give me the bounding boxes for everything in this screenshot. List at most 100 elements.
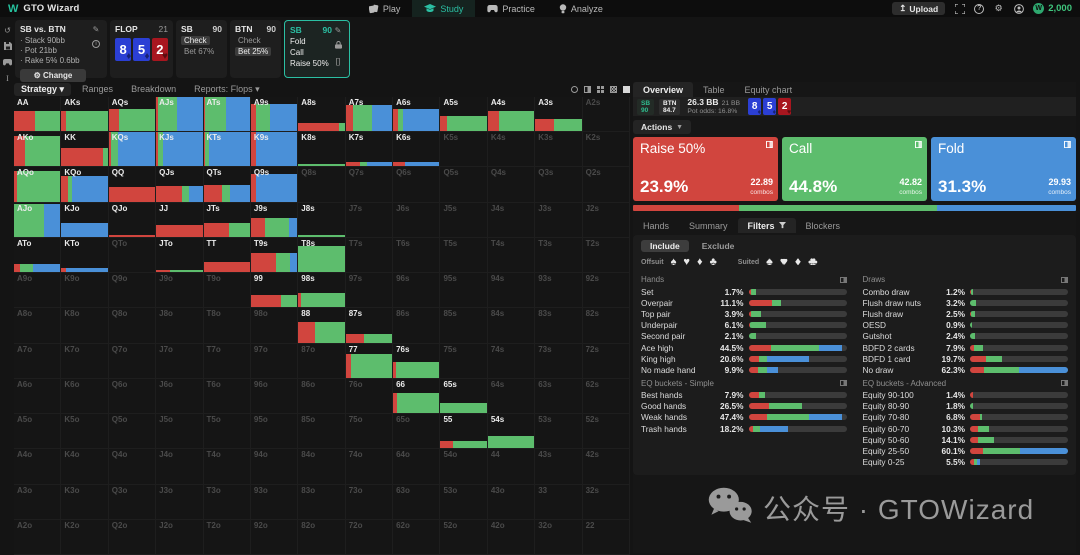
node-box-sb-0[interactable]: SB 90 Check Bet 67% bbox=[176, 20, 227, 78]
matrix-cell-Q7s[interactable]: Q7s bbox=[345, 167, 394, 203]
filter-row-equity-25-50[interactable]: Equity 25-50 60.1% bbox=[863, 445, 1068, 456]
matrix-cell-K3s[interactable]: K3s bbox=[535, 132, 583, 168]
matrix-cell-Q9o[interactable]: Q9o bbox=[108, 273, 157, 309]
matrix-cell-K3o[interactable]: K3o bbox=[61, 484, 109, 520]
matrix-cell-82s[interactable]: 82s bbox=[582, 308, 630, 344]
filter-row-equity-60-70[interactable]: Equity 60-70 10.3% bbox=[863, 423, 1068, 434]
tab-reports-flops[interactable]: Reports: Flops ▾ bbox=[194, 83, 260, 94]
matrix-cell-KJo[interactable]: KJo bbox=[61, 202, 109, 238]
subtab-blockers[interactable]: Blockers bbox=[805, 220, 841, 231]
nav-practice[interactable]: Practice bbox=[475, 0, 547, 17]
matrix-cell-52o[interactable]: 52o bbox=[440, 519, 488, 555]
copy-range-icon[interactable] bbox=[766, 141, 773, 148]
filter-row-best-hands[interactable]: Best hands 7.9% bbox=[641, 390, 847, 401]
matrix-cell-T4s[interactable]: T4s bbox=[487, 237, 536, 274]
matrix-cell-Q4o[interactable]: Q4o bbox=[108, 449, 157, 485]
matrix-cell-T6s[interactable]: T6s bbox=[393, 237, 441, 274]
matrix-cell-J5s[interactable]: J5s bbox=[440, 202, 488, 238]
matrix-cell-62o[interactable]: 62o bbox=[393, 519, 441, 555]
matrix-cell-99[interactable]: 99 bbox=[250, 273, 299, 309]
matrix-cell-54s[interactable]: 54s bbox=[487, 414, 536, 450]
tab-breakdown[interactable]: Breakdown bbox=[131, 84, 177, 94]
matrix-cell-ATo[interactable]: ATo bbox=[14, 237, 62, 274]
matrix-cell-63s[interactable]: 63s bbox=[535, 378, 583, 415]
history-icon[interactable]: ↺ bbox=[4, 26, 11, 35]
matrix-cell-42s[interactable]: 42s bbox=[582, 449, 630, 485]
matrix-cell-TT[interactable]: TT bbox=[203, 237, 251, 274]
matrix-cell-96s[interactable]: 96s bbox=[393, 273, 441, 309]
matrix-cell-A7s[interactable]: A7s bbox=[345, 97, 394, 133]
matrix-cell-K8s[interactable]: K8s bbox=[298, 132, 346, 168]
matrix-cell-T4o[interactable]: T4o bbox=[203, 449, 251, 485]
matrix-cell-76o[interactable]: 76o bbox=[345, 378, 394, 415]
matrix-cell-98o[interactable]: 98o bbox=[250, 308, 299, 344]
include-button[interactable]: Include bbox=[641, 240, 689, 252]
matrix-cell-86s[interactable]: 86s bbox=[393, 308, 441, 344]
tab-overview[interactable]: Overview bbox=[633, 82, 694, 97]
matrix-cell-A9o[interactable]: A9o bbox=[14, 273, 62, 309]
save-icon[interactable] bbox=[3, 42, 12, 52]
matrix-cell-94s[interactable]: 94s bbox=[487, 273, 536, 309]
node-action[interactable]: Bet 67% bbox=[184, 47, 215, 56]
node-box-btn-1[interactable]: BTN 90 Check Bet 25% bbox=[230, 20, 281, 78]
tab-ranges[interactable]: Ranges bbox=[82, 84, 114, 94]
matrix-cell-A5s[interactable]: A5s bbox=[440, 97, 488, 133]
matrix-cell-KQo[interactable]: KQo bbox=[61, 167, 109, 203]
grid-large-icon[interactable] bbox=[623, 85, 630, 93]
matrix-cell-53s[interactable]: 53s bbox=[535, 414, 583, 450]
section-toggle-icon[interactable] bbox=[1061, 276, 1068, 283]
filter-row-equity-70-80[interactable]: Equity 70-80 6.8% bbox=[863, 412, 1068, 423]
matrix-cell-AKs[interactable]: AKs bbox=[61, 97, 109, 133]
matrix-cell-Q3o[interactable]: Q3o bbox=[108, 484, 157, 520]
matrix-cell-QJs[interactable]: QJs bbox=[156, 167, 204, 203]
filter-row-flush-draw-nuts[interactable]: Flush draw nuts 3.2% bbox=[863, 297, 1068, 308]
matrix-cell-92o[interactable]: 92o bbox=[250, 519, 299, 555]
matrix-cell-75o[interactable]: 75o bbox=[345, 414, 394, 450]
matrix-cell-J4s[interactable]: J4s bbox=[487, 202, 536, 238]
filter-row-flush-draw[interactable]: Flush draw 2.5% bbox=[863, 308, 1068, 319]
matrix-cell-A2o[interactable]: A2o bbox=[14, 519, 62, 555]
matrix-cell-T2s[interactable]: T2s bbox=[582, 237, 630, 274]
action-card-raise-50-[interactable]: Raise 50% 23.9% 22.89 combos bbox=[633, 137, 778, 201]
matrix-cell-85s[interactable]: 85s bbox=[440, 308, 488, 344]
offsuit-spade-icon[interactable]: ♠ bbox=[670, 256, 677, 268]
matrix-cell-J2s[interactable]: J2s bbox=[582, 202, 630, 238]
matrix-cell-T3s[interactable]: T3s bbox=[535, 237, 583, 274]
matrix-cell-K6s[interactable]: K6s bbox=[393, 132, 441, 168]
matrix-cell-J2o[interactable]: J2o bbox=[156, 519, 204, 555]
matrix-cell-A8s[interactable]: A8s bbox=[298, 97, 346, 133]
nav-analyze[interactable]: Analyze bbox=[547, 0, 615, 17]
matrix-cell-JJ[interactable]: JJ bbox=[156, 202, 204, 238]
matrix-cell-98s[interactable]: 98s bbox=[298, 273, 346, 309]
matrix-cell-75s[interactable]: 75s bbox=[440, 343, 488, 379]
matrix-cell-72o[interactable]: 72o bbox=[345, 519, 394, 555]
edit-icon[interactable]: ✎ bbox=[334, 26, 342, 35]
offsuit-heart-icon[interactable]: ♥ bbox=[683, 256, 690, 268]
matrix-cell-A6o[interactable]: A6o bbox=[14, 378, 62, 415]
help-icon[interactable]: ? bbox=[974, 3, 985, 14]
matrix-cell-J6s[interactable]: J6s bbox=[393, 202, 441, 238]
matrix-cell-64o[interactable]: 64o bbox=[393, 449, 441, 485]
matrix-cell-66[interactable]: 66 bbox=[393, 378, 441, 415]
matrix-cell-83o[interactable]: 83o bbox=[298, 484, 346, 520]
change-button[interactable]: ⚙ Change bbox=[20, 69, 86, 82]
suited-diamond-icon[interactable]: ♦♦ bbox=[794, 256, 802, 268]
filter-row-equity-80-90[interactable]: Equity 80-90 1.8% bbox=[863, 401, 1068, 412]
matrix-cell-J6o[interactable]: J6o bbox=[156, 378, 204, 415]
matrix-cell-AQo[interactable]: AQo bbox=[14, 167, 62, 203]
matrix-cell-A2s[interactable]: A2s bbox=[582, 97, 630, 133]
matrix-cell-97s[interactable]: 97s bbox=[345, 273, 394, 309]
matrix-cell-88[interactable]: 88 bbox=[298, 308, 346, 344]
nav-play[interactable]: Play bbox=[357, 0, 413, 17]
matrix-cell-95s[interactable]: 95s bbox=[440, 273, 488, 309]
matrix-cell-K9s[interactable]: K9s bbox=[250, 132, 299, 168]
matrix-cell-92s[interactable]: 92s bbox=[582, 273, 630, 309]
matrix-cell-J9s[interactable]: J9s bbox=[250, 202, 299, 238]
matrix-cell-63o[interactable]: 63o bbox=[393, 484, 441, 520]
matrix-cell-65o[interactable]: 65o bbox=[393, 414, 441, 450]
suited-spade-icon[interactable]: ♠♠ bbox=[766, 256, 772, 268]
matrix-cell-K2o[interactable]: K2o bbox=[61, 519, 109, 555]
matrix-cell-T9s[interactable]: T9s bbox=[250, 237, 299, 274]
matrix-cell-95o[interactable]: 95o bbox=[250, 414, 299, 450]
matrix-cell-Q9s[interactable]: Q9s bbox=[250, 167, 299, 203]
